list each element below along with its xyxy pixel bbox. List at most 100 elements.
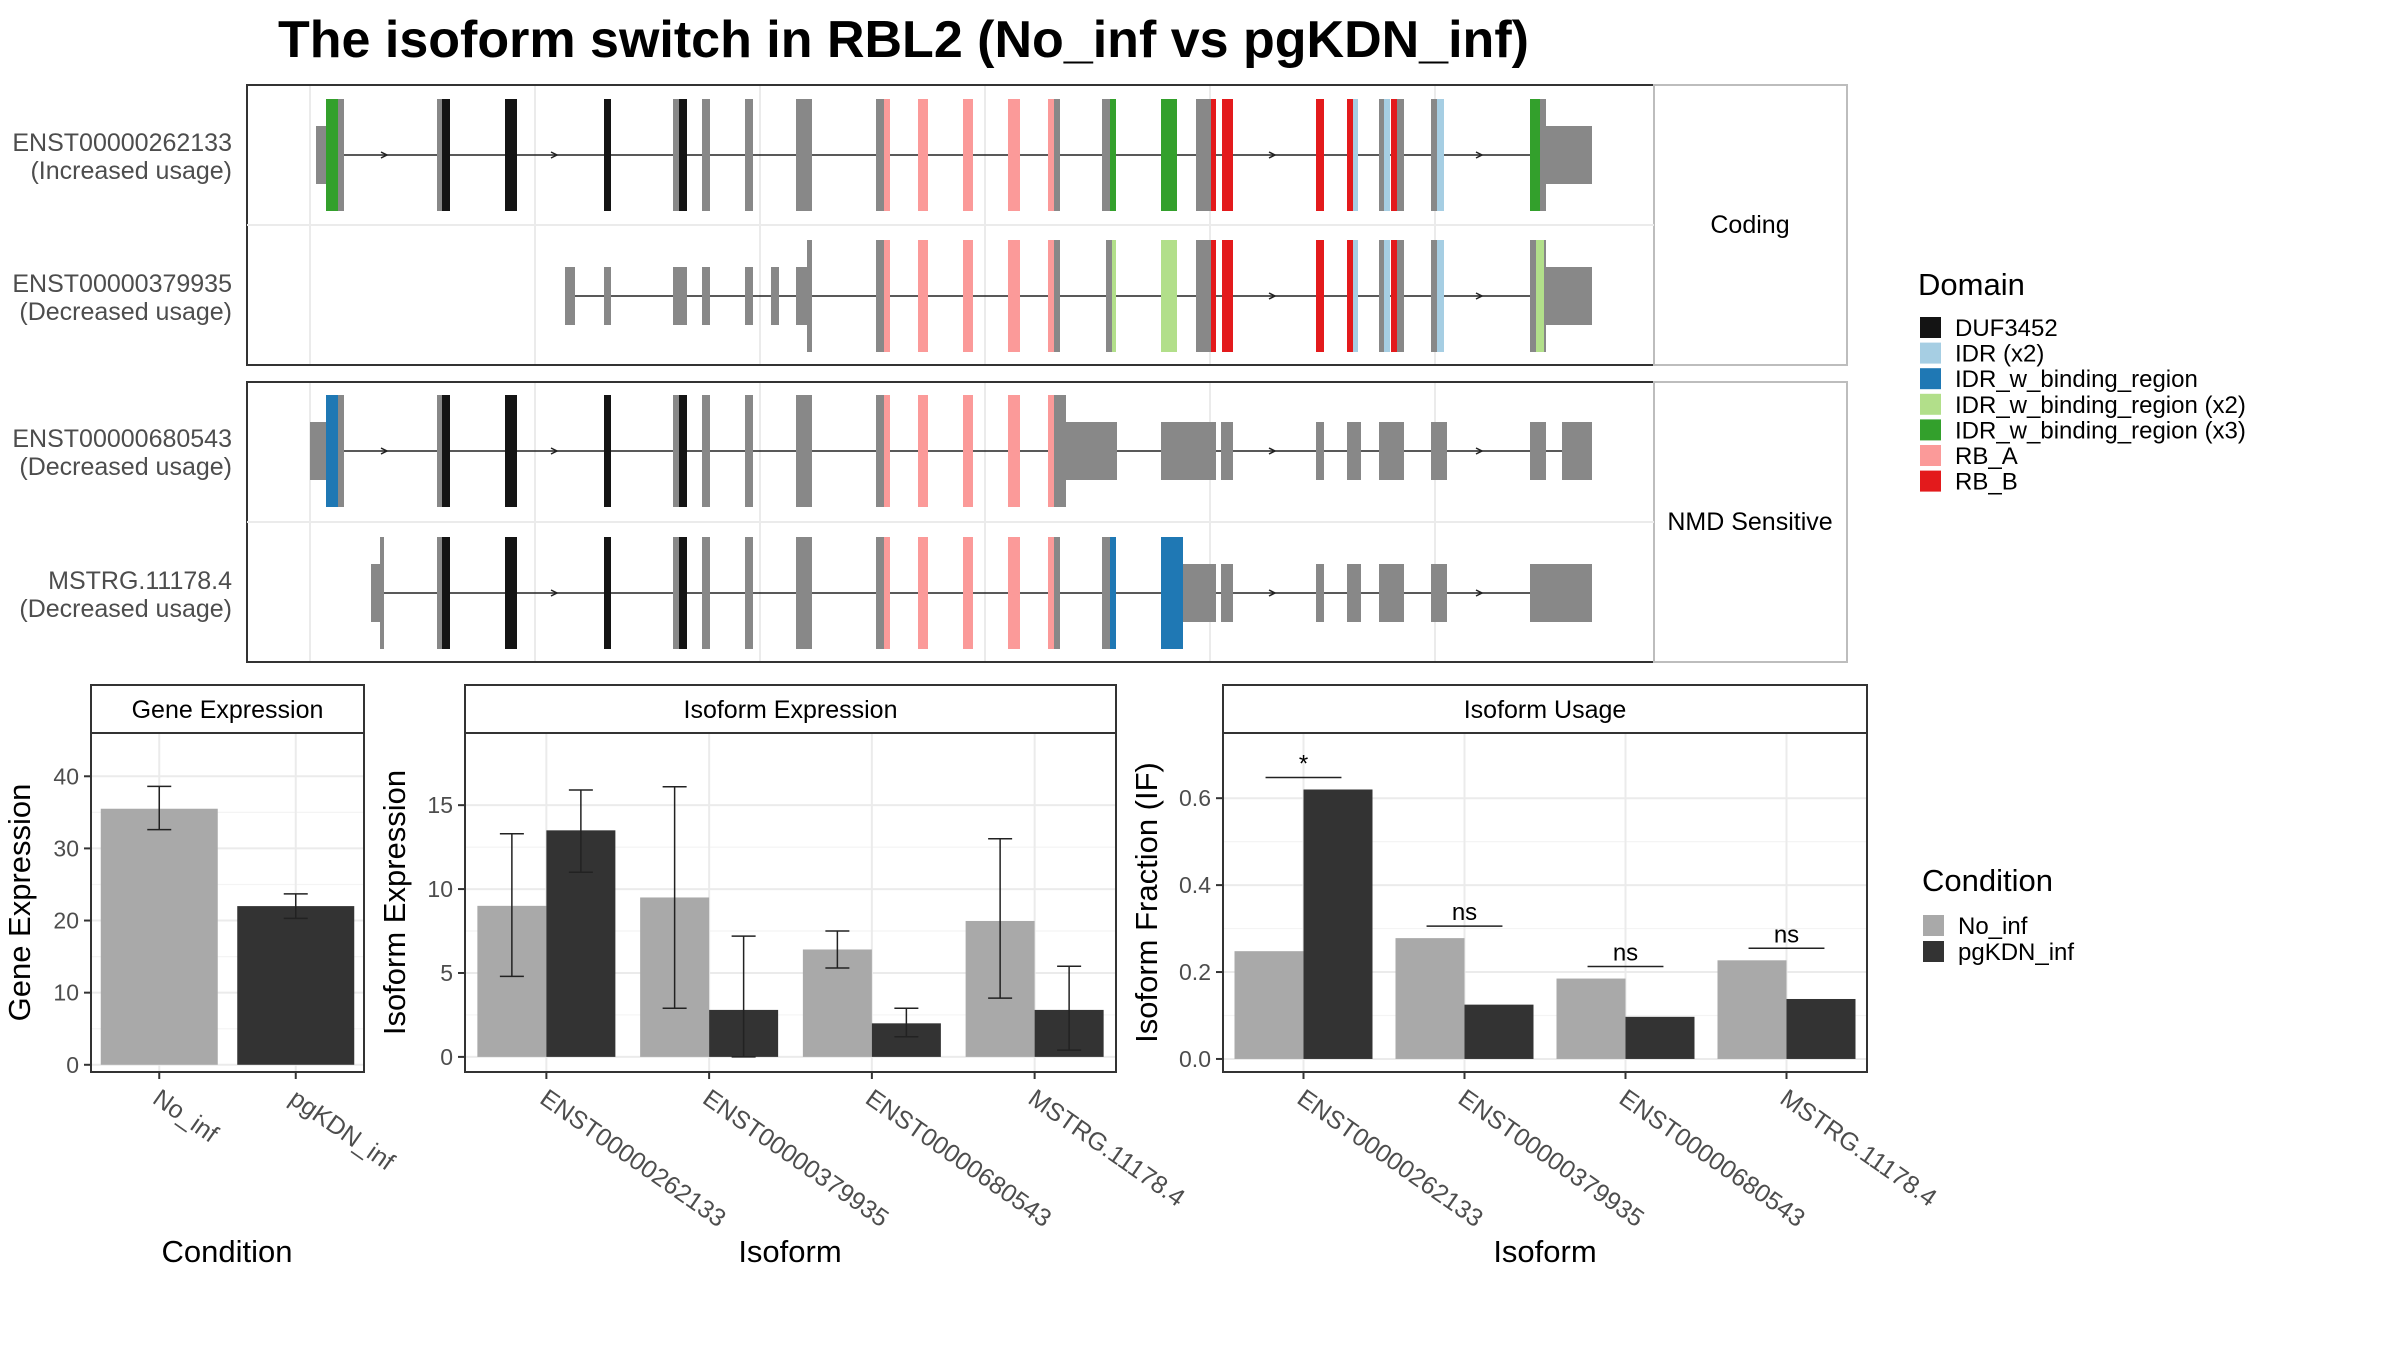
exon-block	[505, 395, 517, 507]
exon-block	[1161, 240, 1177, 352]
bar	[1303, 789, 1373, 1059]
y-axis-title: Isoform Expression	[377, 770, 412, 1035]
exon-block	[565, 267, 575, 325]
domain-legend-title: Domain	[1918, 267, 2025, 302]
bar	[100, 808, 218, 1065]
exon-block	[1316, 422, 1324, 480]
exon-block	[1222, 99, 1233, 211]
x-axis-title: Isoform	[738, 1234, 841, 1269]
bar	[1556, 978, 1626, 1059]
exon-block	[437, 395, 442, 507]
exon-block	[1106, 240, 1112, 352]
exon-block	[1431, 564, 1447, 622]
x-tick-label: pgKDN_inf	[284, 1084, 399, 1176]
exon-block	[1347, 564, 1361, 622]
condition-legend-swatch	[1923, 915, 1944, 936]
direction-arrow	[1268, 589, 1277, 597]
exon-block	[1379, 422, 1404, 480]
panel-strip-title: Isoform Usage	[1464, 696, 1627, 724]
transcript-usage-label: (Decreased usage)	[19, 595, 232, 623]
domain-legend-label: IDR_w_binding_region (x2)	[1955, 392, 2246, 419]
exon-block	[1054, 99, 1060, 211]
exon-block	[1048, 395, 1054, 507]
exon-block	[679, 395, 687, 507]
domain-legend-swatch	[1920, 368, 1941, 390]
y-tick-label: 0.2	[1179, 959, 1211, 985]
exon-block	[437, 537, 442, 649]
exon-block	[1054, 395, 1066, 507]
condition-legend-swatch	[1923, 941, 1944, 962]
domain-legend-label: DUF3452	[1955, 315, 2058, 342]
exon-block	[876, 240, 884, 352]
exon-block	[604, 537, 611, 649]
y-tick-label: 20	[53, 908, 79, 934]
direction-arrow	[380, 447, 389, 455]
exon-block	[1431, 240, 1437, 352]
exon-block	[1530, 422, 1546, 480]
exon-block	[437, 99, 442, 211]
domain-legend-label: IDR_w_binding_region	[1955, 366, 2198, 393]
facet-strip	[1653, 84, 1848, 366]
exon-block	[1008, 395, 1020, 507]
exon-block	[1048, 240, 1054, 352]
significance-label: ns	[1613, 940, 1638, 967]
exon-block	[1008, 537, 1020, 649]
exon-block	[745, 537, 753, 649]
exon-block	[1544, 240, 1546, 352]
transcript-id-label: MSTRG.11178.4	[48, 567, 232, 595]
exon-block	[702, 99, 710, 211]
figure-title: The isoform switch in RBL2 (No_inf vs pg…	[278, 11, 1529, 69]
domain-legend-swatch	[1920, 470, 1941, 492]
x-axis-title: Isoform	[1493, 1234, 1596, 1269]
panel-strip	[1222, 684, 1868, 734]
panel-strip-title: Gene Expression	[132, 696, 324, 724]
exon-block	[1054, 537, 1060, 649]
exon-block	[1431, 99, 1437, 211]
exon-block	[1530, 99, 1540, 211]
exon-block	[745, 267, 753, 325]
exon-block	[1530, 240, 1536, 352]
exon-block	[505, 537, 517, 649]
exon-block	[1353, 240, 1358, 352]
panel-border	[464, 732, 1117, 1073]
direction-arrow	[550, 447, 559, 455]
exon-block	[679, 537, 687, 649]
exon-block	[442, 537, 450, 649]
y-tick-label: 15	[427, 792, 453, 818]
bar	[1234, 951, 1304, 1059]
exon-block	[1437, 240, 1444, 352]
bar	[1625, 1016, 1695, 1059]
x-tick-label: MSTRG.11178.4	[1023, 1084, 1190, 1212]
y-tick-label: 0.4	[1179, 872, 1211, 898]
y-tick-label: 0	[440, 1044, 453, 1070]
condition-legend-label: pgKDN_inf	[1958, 939, 2074, 966]
exon-block	[1391, 240, 1397, 352]
direction-arrow	[1268, 292, 1277, 300]
exon-block	[963, 99, 973, 211]
exon-block	[1102, 537, 1110, 649]
exon-block	[338, 395, 344, 507]
facet-strip	[1653, 381, 1848, 663]
condition-legend-title: Condition	[1922, 863, 2053, 898]
domain-legend-label: IDR (x2)	[1955, 341, 2044, 368]
exon-block	[1161, 99, 1177, 211]
bar	[1717, 960, 1787, 1059]
exon-block	[876, 99, 884, 211]
y-tick-label: 40	[53, 763, 79, 789]
facet-label-nmd: NMD Sensitive	[1667, 508, 1832, 536]
y-axis-title: Gene Expression	[2, 784, 37, 1022]
bar	[1786, 998, 1856, 1059]
exon-block	[796, 99, 812, 211]
x-axis-title: Condition	[162, 1234, 293, 1269]
direction-arrow	[1475, 151, 1484, 159]
domain-legend-swatch	[1920, 342, 1941, 364]
exon-block	[1316, 240, 1324, 352]
exon-block	[604, 395, 611, 507]
exon-block	[1562, 422, 1592, 480]
domain-legend-swatch	[1920, 393, 1941, 415]
significance-label: ns	[1774, 921, 1799, 948]
exon-block	[918, 99, 928, 211]
exon-block	[1054, 240, 1060, 352]
exon-block	[1540, 99, 1546, 211]
